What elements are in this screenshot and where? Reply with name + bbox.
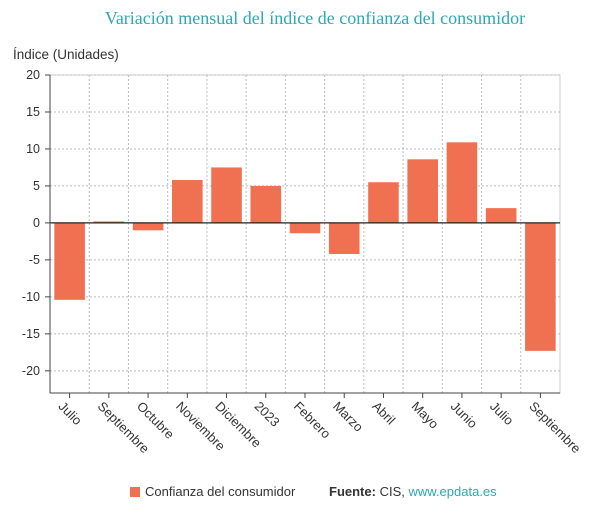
x-tick-label: Febrero [291,399,334,442]
x-tick-label: 2023 [252,399,283,430]
bar [172,180,203,223]
x-tick-label: Julio [55,399,85,429]
source-note: Fuente: CIS, www.epdata.es [329,484,497,499]
bar [407,159,438,223]
bar [525,222,556,351]
source-text: CIS, [379,484,405,499]
legend-swatch [130,486,140,497]
plot-area [49,74,561,394]
legend-label: Confianza del consumidor [145,484,296,499]
bar [485,208,517,223]
y-tick-label: -10 [22,290,40,304]
x-tick-label: Mayo [409,399,442,432]
bar [93,221,125,223]
x-tick-label: Septiembre [526,399,584,457]
bar [289,222,321,234]
y-axis-label: Índice (Unidades) [13,47,119,62]
y-tick-label: -20 [22,364,40,378]
bar [211,167,242,223]
y-tick-label: 20 [26,68,40,82]
x-tick-label: Abril [369,399,398,428]
bar [54,222,85,300]
source-link[interactable]: www.epdata.es [408,484,497,499]
x-tick-label: Julio [487,399,517,429]
x-tick-label: Junio [448,399,481,432]
x-tick-label: Marzo [330,399,366,435]
bar [250,185,282,223]
source-label: Fuente: [329,484,376,499]
legend[interactable]: Confianza del consumidor [130,484,295,499]
bar [446,142,478,223]
y-tick-label: 5 [33,179,40,193]
bar [328,222,360,254]
y-tick-label: 10 [26,142,40,156]
y-tick-label: -5 [29,253,40,267]
y-tick-label: -15 [22,327,40,341]
bar [368,182,399,223]
y-tick-label: 15 [26,105,40,119]
chart-title: Variación mensual del índice de confianz… [104,8,526,28]
y-tick-label: 0 [33,216,40,230]
bar [132,222,164,231]
